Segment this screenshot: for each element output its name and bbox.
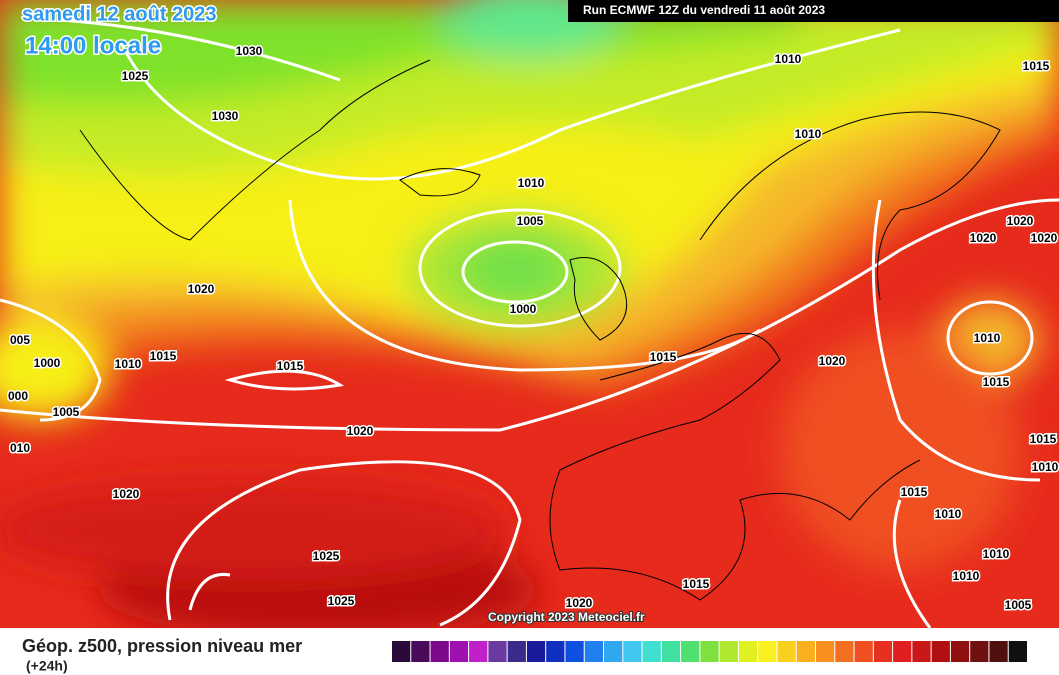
isobar-label: 1010 <box>775 52 802 66</box>
isobar-label: 1025 <box>122 69 149 83</box>
colorbar-swatch <box>777 641 796 662</box>
colorbar-swatch <box>449 641 469 662</box>
isobar-label: 1020 <box>347 424 374 438</box>
isobar-label: 1020 <box>1007 214 1034 228</box>
colorbar <box>392 641 1027 662</box>
isobar-label: 1010 <box>953 569 980 583</box>
colorbar-swatch <box>873 641 893 662</box>
colorbar-swatch <box>738 641 758 662</box>
colorbar-swatch <box>430 641 449 662</box>
run-banner <box>568 0 1059 22</box>
isobar-label: 1005 <box>1005 598 1032 612</box>
colorbar-swatch <box>970 641 989 662</box>
isobar-label: 1015 <box>277 359 304 373</box>
colorbar-swatch <box>411 641 430 662</box>
isobar-label: 1025 <box>328 594 355 608</box>
isobar-label: 010 <box>10 441 30 455</box>
coastlines <box>79 59 1001 601</box>
colorbar-swatch <box>700 641 719 662</box>
isobar-label: 1020 <box>1031 231 1058 245</box>
isobar-label: 1020 <box>819 354 846 368</box>
colorbar-swatch <box>488 641 507 662</box>
isobar-label: 1020 <box>188 282 215 296</box>
isobar-label: 1015 <box>1030 432 1057 446</box>
isobar-label: 1015 <box>1023 59 1050 73</box>
colorbar-swatch <box>392 641 411 662</box>
colorbar-swatch <box>912 641 931 662</box>
isobar-label: 1015 <box>150 349 177 363</box>
colorbar-swatch <box>989 641 1008 662</box>
colorbar-swatch <box>950 641 970 662</box>
colorbar-swatch <box>623 641 642 662</box>
colorbar-swatch <box>758 641 777 662</box>
isobar-label: 1005 <box>517 214 544 228</box>
geopotential-field <box>0 0 1059 640</box>
run-info: Run ECMWF 12Z du vendredi 11 août 2023 <box>583 3 825 17</box>
isobar-label: 1020 <box>566 596 593 610</box>
isobar-label: 1020 <box>113 487 140 501</box>
lead-time: (+24h) <box>26 658 68 674</box>
isobar-label: 1010 <box>795 127 822 141</box>
isobar-label: 005 <box>10 333 30 347</box>
isobar-label: 1010 <box>983 547 1010 561</box>
colorbar-swatch <box>854 641 873 662</box>
colorbar-swatch <box>661 641 681 662</box>
isobar-label: 1015 <box>901 485 928 499</box>
colorbar-swatch <box>584 641 603 662</box>
isobar-label: 1005 <box>53 405 80 419</box>
colorbar-swatch <box>642 641 661 662</box>
colorbar-swatch <box>604 641 623 662</box>
colorbar-swatch <box>835 641 854 662</box>
colorbar-swatch <box>719 641 738 662</box>
colorbar-swatch <box>469 641 488 662</box>
isobar-label: 000 <box>8 389 28 403</box>
isobar-label: 1010 <box>935 507 962 521</box>
isobar-label: 1010 <box>974 331 1001 345</box>
colorbar-swatch <box>893 641 912 662</box>
isobar-label: 1015 <box>983 375 1010 389</box>
isobar-label: 1000 <box>34 356 61 370</box>
isobar-label: 1030 <box>212 109 239 123</box>
isobars <box>0 18 1059 629</box>
colorbar-swatch <box>507 641 526 662</box>
local-time: 14:00 locale <box>25 32 161 59</box>
isobar-label: 1010 <box>518 176 545 190</box>
colorbar-swatch <box>565 641 584 662</box>
copyright: Copyright 2023 Meteociel.fr <box>488 610 645 624</box>
colorbar-swatch <box>681 641 700 662</box>
colorbar-swatch <box>526 641 546 662</box>
isobar-label: 1010 <box>115 357 142 371</box>
isobar-label: 1020 <box>970 231 997 245</box>
isobar-label: 1015 <box>683 577 710 591</box>
isobar-label: 1030 <box>236 44 263 58</box>
isobar-label: 1015 <box>650 350 677 364</box>
isobar-label: 1025 <box>313 549 340 563</box>
colorbar-swatch <box>816 641 835 662</box>
isobar-label: 1010 <box>1032 460 1059 474</box>
isobar-label: 1000 <box>510 302 537 316</box>
colorbar-swatch <box>796 641 815 662</box>
colorbar-swatch <box>546 641 565 662</box>
colorbar-swatch <box>931 641 950 662</box>
date-title: samedi 12 août 2023 <box>22 3 217 25</box>
colorbar-swatch <box>1008 641 1027 662</box>
legend-title: Géop. z500, pression niveau mer <box>22 636 302 656</box>
